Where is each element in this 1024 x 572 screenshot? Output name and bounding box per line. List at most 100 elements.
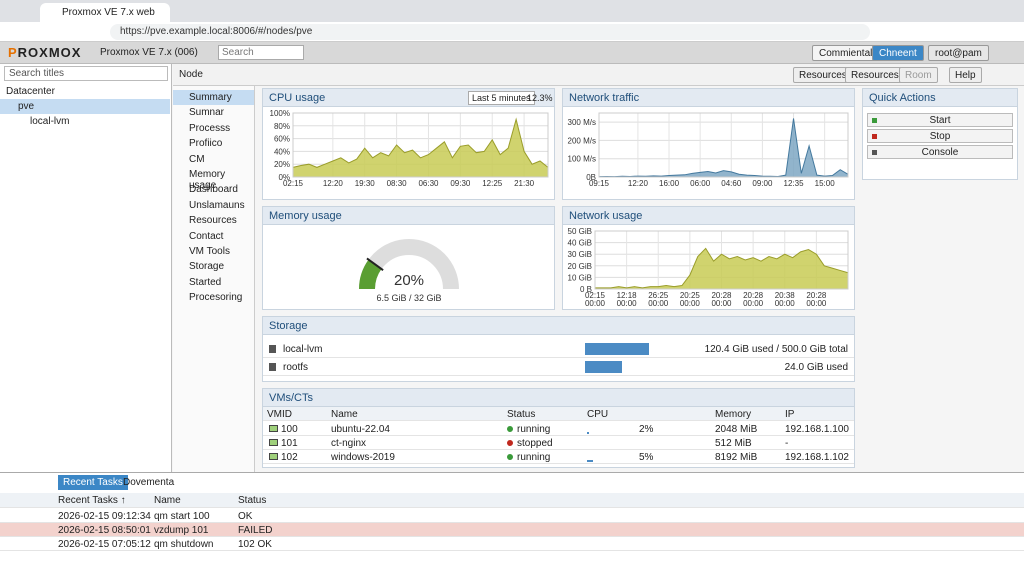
range-select[interactable]: Last 5 minutes bbox=[468, 91, 535, 105]
header-button[interactable]: root@pam bbox=[928, 45, 989, 61]
vm-row[interactable]: 100 ubuntu-22.04 running 2% 2048 MiB 192.168.… bbox=[263, 422, 854, 436]
x-tick-label: 08:30 bbox=[387, 179, 408, 188]
x-tick-label: 15:00 bbox=[815, 179, 836, 188]
nav-item[interactable]: Unslamauns bbox=[189, 199, 245, 211]
cpu-panel: CPU usage Last 5 minutes 12.3% 0% 20% 40% 60% 8… bbox=[262, 88, 555, 200]
x-tick-label: 26:25 00:00 bbox=[648, 291, 669, 308]
nav-item[interactable]: Contact bbox=[189, 230, 224, 242]
action-button[interactable]: Console bbox=[867, 145, 1013, 159]
x-tick-label-line: 00:00 bbox=[585, 299, 606, 308]
search-box[interactable]: Search bbox=[218, 45, 304, 60]
x-tick-label: 12:20 bbox=[628, 179, 649, 188]
toolbar-button[interactable]: Resources bbox=[845, 67, 905, 83]
browser-tab[interactable]: Proxmox VE 7.x web bbox=[40, 3, 170, 22]
tree-item[interactable]: pve bbox=[0, 99, 170, 114]
task-row[interactable]: 2026-02-15 09:12:34 qm start 100 OK bbox=[0, 509, 1024, 523]
series-line bbox=[595, 247, 849, 289]
vm-row[interactable]: 102 windows-2019 running 5% 8192 MiB 192.168.… bbox=[263, 450, 854, 464]
column-header: Name bbox=[331, 409, 358, 420]
quick-actions-panel: Quick Actions Start Stop Console bbox=[862, 88, 1018, 180]
task-time: 2026-02-15 08:50:01 bbox=[58, 525, 151, 536]
vm-memory: 8192 MiB bbox=[715, 452, 758, 463]
x-tick-label: 12:35 bbox=[784, 179, 805, 188]
tree-item[interactable]: local-lvm bbox=[30, 116, 70, 127]
x-tick-label-line: 20:28 bbox=[711, 291, 732, 300]
action-button[interactable]: Start bbox=[867, 113, 1013, 127]
vmid: 101 bbox=[281, 438, 298, 449]
header-button[interactable]: Chneent bbox=[872, 45, 924, 61]
table-header: VMID Name Status CPU Memory IP bbox=[263, 407, 854, 421]
cpu-bar bbox=[587, 460, 593, 462]
vms-panel: VMs/CTs VMID Name Status CPU Memory IP 100 ubunt… bbox=[262, 388, 855, 468]
header-button[interactable]: Commiental bbox=[812, 45, 880, 61]
area-fill bbox=[595, 248, 848, 289]
nav-item[interactable]: Dashboard bbox=[189, 184, 238, 196]
toolbar-button[interactable]: Help bbox=[949, 67, 982, 83]
vmid: 100 bbox=[281, 424, 298, 435]
nav-item[interactable]: Profiico bbox=[189, 138, 223, 150]
resource-tree: Search titles Datacenter pve local-lvm bbox=[0, 64, 172, 472]
toolbar-button[interactable]: Resources bbox=[793, 67, 853, 83]
status-icon bbox=[507, 426, 513, 432]
nav-item[interactable]: Processs bbox=[189, 122, 231, 134]
nav-item[interactable]: Summary bbox=[173, 90, 254, 105]
nav-item[interactable]: Memory usage bbox=[189, 169, 226, 191]
action-button[interactable]: Stop bbox=[867, 129, 1013, 143]
x-tick-label: 09:30 bbox=[450, 179, 471, 188]
y-tick-label: 50 GiB bbox=[568, 227, 592, 236]
task-row[interactable]: 2026-02-15 07:05:12 qm shutdown 102 OK bbox=[0, 537, 1024, 551]
column-header: Status bbox=[507, 409, 536, 420]
vm-status: running bbox=[517, 452, 551, 463]
x-tick-label: 04:60 bbox=[721, 179, 742, 188]
task-status: 102 OK bbox=[238, 539, 272, 550]
version: Proxmox VE 7.x (006) bbox=[100, 47, 198, 58]
network-usage-panel: Network usage 0 B 10 GiB 20 GiB 30 GiB 40 GiB… bbox=[562, 206, 855, 310]
nav-item[interactable]: Resources bbox=[189, 215, 237, 227]
gauge-needle bbox=[366, 257, 384, 271]
cpu-label: 5% bbox=[639, 452, 654, 463]
tree-search[interactable]: Search titles bbox=[4, 66, 168, 81]
usage-bar bbox=[585, 343, 649, 355]
status-icon bbox=[507, 440, 513, 446]
nav-item[interactable]: VM Tools bbox=[189, 246, 230, 257]
y-tick-label: 10 GiB bbox=[568, 273, 592, 282]
cpu-bar bbox=[587, 432, 590, 434]
vm-status: stopped bbox=[517, 438, 553, 449]
action-label: Stop bbox=[929, 131, 951, 142]
column-header: IP bbox=[785, 409, 795, 420]
area-fill bbox=[293, 119, 548, 177]
toolbar-title: Node bbox=[179, 69, 203, 80]
nav-item[interactable]: Started bbox=[189, 276, 222, 288]
x-tick-label: 12:25 bbox=[482, 179, 503, 188]
network-traffic-panel: Network traffic 0B 100 M/s 200 M/s 300 M/s 09… bbox=[562, 88, 855, 200]
content: CPU usage Last 5 minutes 12.3% 0% 20% 40% 60% 8… bbox=[256, 86, 1024, 472]
storage-icon bbox=[269, 363, 276, 371]
cpu-current: 12.3% bbox=[527, 93, 553, 103]
nav-item[interactable]: Procesoring bbox=[189, 292, 243, 304]
task-status: OK bbox=[238, 511, 253, 522]
x-tick-label-line: 20:38 bbox=[775, 291, 796, 300]
vm-row[interactable]: 101 ct-nginx stopped 512 MiB - bbox=[263, 436, 854, 450]
nav-item[interactable]: CM bbox=[189, 153, 205, 165]
task-tab[interactable]: Dovementa bbox=[123, 477, 175, 488]
y-tick-label: 0% bbox=[278, 173, 290, 182]
x-tick-label: 06:00 bbox=[690, 179, 711, 188]
toolbar-button[interactable]: Room bbox=[899, 67, 938, 83]
url-field[interactable]: https://pve.example.local:8006/#/nodes/p… bbox=[110, 24, 870, 40]
x-tick-label: 02:15 00:00 bbox=[585, 291, 606, 308]
task-header: Recent Tasks ↑ Name Status bbox=[0, 493, 1024, 508]
series-line bbox=[292, 117, 549, 168]
task-row[interactable]: 2026-02-15 08:50:01 vzdump 101 FAILED bbox=[0, 523, 1024, 537]
tree-item[interactable]: Datacenter bbox=[6, 86, 55, 97]
panel-title: Network traffic bbox=[563, 89, 854, 107]
x-tick-label-line: 20:25 bbox=[680, 291, 701, 300]
action-label: Console bbox=[921, 147, 959, 158]
x-tick-label: 06:30 bbox=[418, 179, 439, 188]
vm-ip: 192.168.1.102 bbox=[785, 452, 849, 463]
column-header: CPU bbox=[587, 409, 609, 420]
storage-row: local-lvm 120.4 GiB used / 500.0 GiB tota… bbox=[263, 341, 854, 358]
status-icon bbox=[507, 454, 513, 460]
nav-item[interactable]: Storage bbox=[189, 261, 225, 273]
nav-item[interactable]: Sumnar bbox=[189, 107, 225, 119]
task-tab[interactable]: Recent Tasks bbox=[58, 475, 128, 490]
